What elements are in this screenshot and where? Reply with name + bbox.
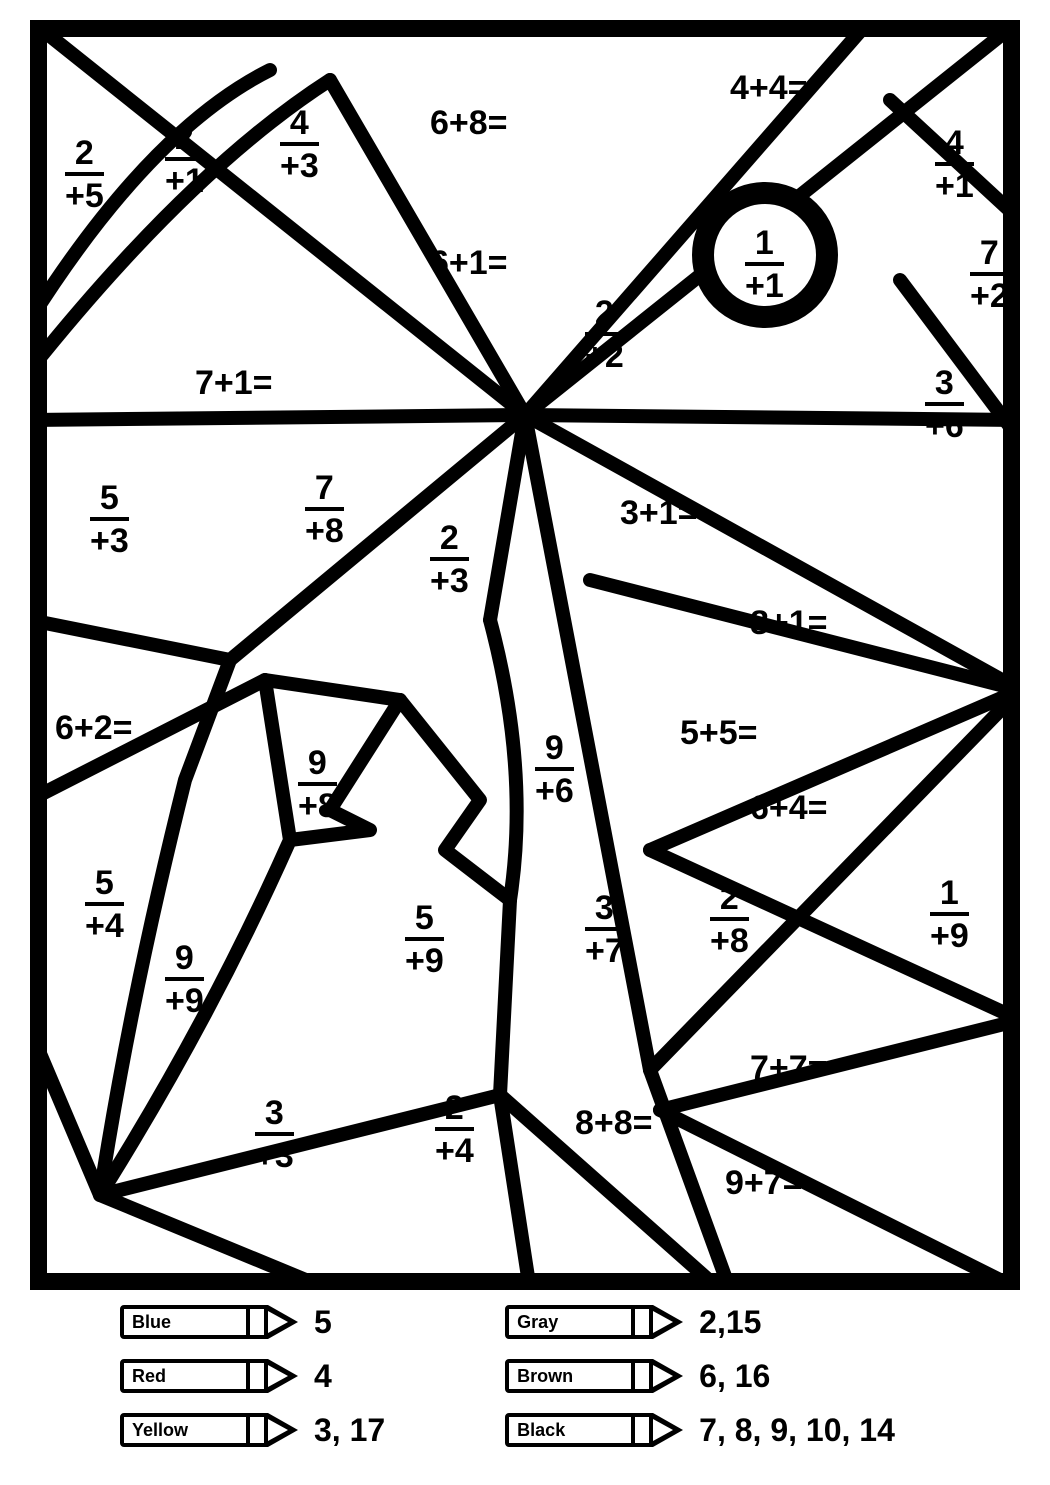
math-problem: 2+5 — [65, 135, 104, 216]
crayon-icon: Brown — [505, 1359, 683, 1393]
legend-row-black: Black 7, 8, 9, 10, 14 — [505, 1408, 895, 1452]
crayon-icon: Yellow — [120, 1413, 298, 1447]
math-problem: 3+7 — [585, 890, 624, 971]
crayon-icon: Gray — [505, 1305, 683, 1339]
legend-numbers: 3, 17 — [314, 1412, 385, 1449]
legend-row-yellow: Yellow 3, 17 — [120, 1408, 385, 1452]
color-legend: Blue 5 Red 4 Yellow — [120, 1300, 970, 1452]
math-problem: 9+6 — [535, 730, 574, 811]
math-problem: 5+5= — [680, 715, 758, 752]
math-problem: 9+7= — [725, 1165, 803, 1202]
coloring-canvas: 2+5 2+1 4+3 6+8= 4+4= 4+1 6+1= 1+1 7+2 2+2 7+1= 3+6… — [30, 20, 1020, 1290]
crayon-icon: Blue — [120, 1305, 298, 1339]
math-problem: 5+9 — [405, 900, 444, 981]
math-problem: 6+4= — [750, 790, 828, 827]
legend-numbers: 7, 8, 9, 10, 14 — [699, 1412, 895, 1449]
math-problem: 3+3 — [255, 1095, 294, 1176]
math-problem: 1+9 — [930, 875, 969, 956]
crayon-label: Black — [505, 1413, 635, 1447]
math-problem: 7+1= — [195, 365, 273, 402]
math-problem: 2+1 — [165, 120, 204, 201]
legend-row-gray: Gray 2,15 — [505, 1300, 895, 1344]
math-problem: 2+4 — [435, 1090, 474, 1171]
math-problem: 4+1 — [935, 125, 974, 206]
legend-numbers: 6, 16 — [699, 1358, 770, 1395]
crayon-label: Gray — [505, 1305, 635, 1339]
legend-row-brown: Brown 6, 16 — [505, 1354, 895, 1398]
math-problem: 7+7= — [750, 1050, 828, 1087]
legend-column-right: Gray 2,15 Brown 6, 16 Black — [505, 1300, 895, 1452]
math-problem: 4+4= — [730, 70, 808, 107]
crayon-label: Brown — [505, 1359, 635, 1393]
crayon-icon: Red — [120, 1359, 298, 1393]
math-problem: 8+1= — [750, 605, 828, 642]
legend-numbers: 4 — [314, 1358, 332, 1395]
math-problem: 9+9 — [165, 940, 204, 1021]
math-problem: 6+1= — [430, 245, 508, 282]
math-problem: 2+8 — [710, 880, 749, 961]
math-problem: 5+4 — [85, 865, 124, 946]
math-problem: 2+2 — [585, 295, 624, 376]
legend-column-left: Blue 5 Red 4 Yellow — [120, 1300, 385, 1452]
math-problem: 8+8= — [575, 1105, 653, 1142]
math-problem: 6+2= — [55, 710, 133, 747]
math-problem: 6+8= — [430, 105, 508, 142]
line-art — [30, 20, 1020, 1290]
legend-row-blue: Blue 5 — [120, 1300, 385, 1344]
math-problem: 2+3 — [430, 520, 469, 601]
legend-numbers: 2,15 — [699, 1304, 761, 1341]
legend-row-red: Red 4 — [120, 1354, 385, 1398]
math-problem: 1+1 — [745, 225, 784, 306]
crayon-icon: Black — [505, 1413, 683, 1447]
math-problem: 7+2 — [970, 235, 1009, 316]
crayon-label: Blue — [120, 1305, 250, 1339]
worksheet-page: 2+5 2+1 4+3 6+8= 4+4= 4+1 6+1= 1+1 7+2 2+2 7+1= 3+6… — [0, 0, 1050, 1485]
math-problem: 3+6 — [925, 365, 964, 446]
math-problem: 5+3 — [90, 480, 129, 561]
crayon-label: Yellow — [120, 1413, 250, 1447]
math-problem: 9+8 — [298, 745, 337, 826]
legend-numbers: 5 — [314, 1304, 332, 1341]
math-problem: 7+8 — [305, 470, 344, 551]
crayon-label: Red — [120, 1359, 250, 1393]
math-problem: 4+3 — [280, 105, 319, 186]
math-problem: 3+1= — [620, 495, 698, 532]
